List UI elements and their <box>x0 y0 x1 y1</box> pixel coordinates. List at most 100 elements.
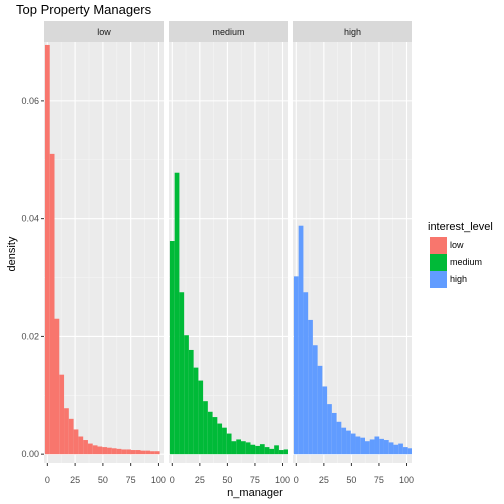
x-tick-label-medium-4: 100 <box>275 475 290 485</box>
bar-low-4 <box>64 408 69 455</box>
bar-low-15 <box>116 448 122 455</box>
bar-high-21 <box>393 444 399 455</box>
chart-title: Top Property Managers <box>16 2 152 17</box>
bar-low-17 <box>126 449 131 455</box>
y-tick-label-2: 0.04 <box>21 214 39 224</box>
bar-low-5 <box>68 418 74 455</box>
bar-low-9 <box>87 443 93 455</box>
legend-item-high: high <box>430 271 502 288</box>
legend-label-high: high <box>450 274 468 284</box>
bar-medium-3 <box>184 335 189 455</box>
bar-medium-21 <box>269 448 275 455</box>
bar-medium-6 <box>198 380 204 455</box>
bar-medium-22 <box>274 445 279 455</box>
bar-medium-10 <box>217 423 223 455</box>
bar-high-11 <box>346 430 351 455</box>
bar-high-0 <box>293 276 299 455</box>
bar-high-1 <box>298 225 304 455</box>
x-tick-label-low-1: 25 <box>70 475 80 485</box>
bar-high-9 <box>336 421 342 455</box>
x-tick-label-high-2: 50 <box>346 475 356 485</box>
bar-medium-24 <box>283 449 288 455</box>
legend-swatch-medium <box>430 254 447 271</box>
x-tick-label-low-3: 75 <box>126 475 136 485</box>
x-tick-label-medium-0: 0 <box>170 475 175 485</box>
legend-title: interest_level <box>428 221 493 233</box>
x-tick-label-medium-1: 25 <box>195 475 205 485</box>
bar-low-16 <box>121 449 127 455</box>
bar-medium-5 <box>193 367 199 455</box>
bar-medium-0 <box>169 241 175 455</box>
bar-high-8 <box>331 412 337 455</box>
bar-low-7 <box>78 436 84 455</box>
x-tick-label-low-4: 100 <box>151 475 166 485</box>
bar-high-17 <box>374 436 380 455</box>
legend-label-medium: medium <box>450 257 483 267</box>
bar-high-22 <box>398 443 403 455</box>
legend-item-medium: medium <box>430 254 502 271</box>
bar-high-3 <box>308 319 313 455</box>
bar-medium-19 <box>259 444 265 455</box>
y-tick-label-3: 0.06 <box>21 96 39 106</box>
bar-medium-1 <box>174 172 180 455</box>
bar-high-7 <box>327 404 332 455</box>
x-tick-label-high-1: 25 <box>319 475 329 485</box>
bar-low-8 <box>83 440 88 455</box>
bar-high-5 <box>317 365 323 455</box>
bar-medium-8 <box>207 411 213 455</box>
bar-low-11 <box>97 446 103 455</box>
x-tick-label-high-0: 0 <box>294 475 299 485</box>
facet-strip-low <box>44 21 164 42</box>
bar-low-10 <box>92 445 98 455</box>
facet-label-medium: medium <box>212 27 244 37</box>
bar-low-0 <box>44 44 50 455</box>
bar-medium-15 <box>241 441 246 455</box>
bar-high-20 <box>388 442 394 455</box>
x-tick-label-medium-3: 75 <box>250 475 260 485</box>
x-tick-label-high-3: 75 <box>374 475 384 485</box>
bar-low-19 <box>135 450 141 455</box>
bar-low-1 <box>49 153 55 455</box>
bar-high-12 <box>350 433 356 455</box>
bar-medium-2 <box>179 292 185 455</box>
bar-medium-20 <box>264 447 270 455</box>
bar-high-2 <box>303 292 309 455</box>
bar-high-24 <box>407 448 412 455</box>
bar-medium-7 <box>203 401 208 455</box>
bar-low-12 <box>102 447 108 455</box>
bar-high-23 <box>402 447 408 455</box>
bar-low-22 <box>150 451 155 455</box>
bar-low-13 <box>107 447 112 455</box>
x-tick-label-low-2: 50 <box>98 475 108 485</box>
bar-high-15 <box>365 441 370 455</box>
bar-medium-14 <box>236 439 242 455</box>
facet-strip-high <box>293 21 412 42</box>
bar-high-18 <box>379 438 384 455</box>
bar-medium-18 <box>255 445 260 455</box>
x-axis-label: n_manager <box>227 487 283 499</box>
legend-label-low: low <box>450 240 464 250</box>
bar-low-20 <box>140 450 146 455</box>
legend-item-low: low <box>430 237 502 254</box>
bar-low-18 <box>130 450 136 455</box>
bar-high-6 <box>322 386 328 455</box>
bar-high-16 <box>369 439 375 455</box>
facet-label-high: high <box>344 27 361 37</box>
facet-strip-medium <box>169 21 288 42</box>
y-tick-label-1: 0.02 <box>21 331 39 341</box>
bar-low-3 <box>59 374 65 455</box>
bar-medium-9 <box>212 417 218 455</box>
bar-low-14 <box>111 448 117 455</box>
bar-high-10 <box>341 427 347 455</box>
x-tick-label-medium-2: 50 <box>222 475 232 485</box>
bar-high-4 <box>312 345 318 455</box>
bar-low-6 <box>73 429 79 455</box>
bar-high-14 <box>360 437 366 455</box>
bar-low-21 <box>145 450 151 455</box>
facet-label-low: low <box>97 27 111 37</box>
legend-swatch-high <box>430 271 447 288</box>
bar-medium-11 <box>222 427 227 455</box>
bar-low-23 <box>154 451 160 455</box>
bar-high-13 <box>355 436 361 455</box>
